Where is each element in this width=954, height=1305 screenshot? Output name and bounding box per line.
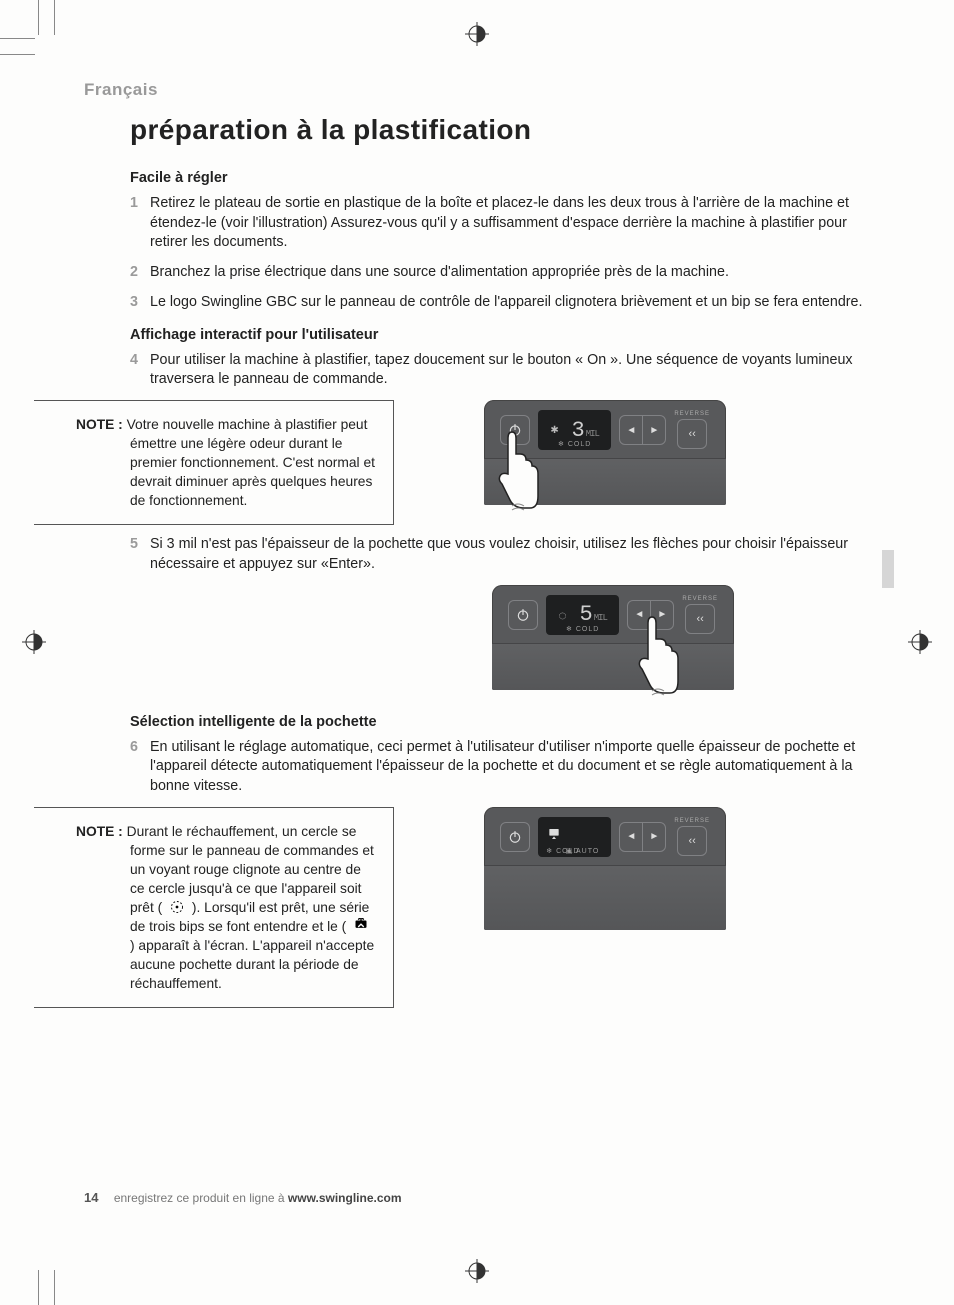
reverse-button: REVERSE ‹‹ — [674, 411, 710, 449]
page-footer: 14 enregistrez ce produit en ligne à www… — [84, 1190, 402, 1205]
display-screen: ❄ COLD ▣ AUTO — [538, 817, 611, 857]
insert-icon — [546, 827, 562, 846]
control-panel-illustration: ◌ 5MIL ❄ COLD ◄ ► REVERSE ‹‹ — [492, 585, 734, 690]
cold-label: ❄ COLD — [558, 440, 591, 448]
step-text: Branchez la prise électrique dans une so… — [150, 263, 884, 283]
registration-mark-icon — [908, 630, 932, 654]
crop-mark — [54, 1270, 55, 1305]
step-number: 4 — [130, 351, 150, 390]
step-text: Si 3 mil n'est pas l'épaisseur de la poc… — [150, 535, 884, 574]
list-item: 3 Le logo Swingline GBC sur le panneau d… — [130, 293, 884, 313]
power-button-icon — [500, 415, 530, 445]
list-item: 1 Retirez le plateau de sortie en plasti… — [130, 194, 884, 253]
note-panel-row: NOTE : Durant le réchauffement, un cercl… — [84, 807, 884, 1008]
arrow-buttons: ◄ ► — [619, 415, 666, 445]
control-panel-illustration: ✱ 3MIL ❄ COLD ◄ ► REVERSE ‹‹ — [484, 400, 726, 505]
step-text: Retirez le plateau de sortie en plastiqu… — [150, 194, 884, 253]
crop-mark — [54, 0, 55, 35]
mil-value: 3MIL — [572, 418, 599, 443]
crop-mark — [38, 1270, 39, 1305]
warmup-spinner-icon — [166, 899, 188, 915]
note-box: NOTE : Votre nouvelle machine à plastifi… — [34, 400, 394, 525]
ordered-list: 5 Si 3 mil n'est pas l'épaisseur de la p… — [130, 535, 884, 574]
page-content: Français préparation à la plastification… — [84, 80, 884, 1018]
step-text: En utilisant le réglage automatique, cec… — [150, 738, 884, 797]
section-heading: Sélection intelligente de la pochette — [130, 714, 884, 730]
crop-mark — [38, 0, 39, 35]
reverse-button: REVERSE ‹‹ — [682, 596, 718, 634]
reverse-icon: ‹‹ — [677, 419, 707, 449]
display-screen: ✱ 3MIL ❄ COLD — [538, 410, 611, 450]
display-screen: ◌ 5MIL ❄ COLD — [546, 595, 619, 635]
ready-insert-icon — [350, 918, 372, 934]
registration-mark-icon — [465, 1259, 489, 1283]
reverse-icon: ‹‹ — [685, 604, 715, 634]
section-heading: Facile à régler — [130, 170, 884, 186]
note-label: NOTE : — [76, 824, 123, 839]
crop-mark — [0, 54, 35, 55]
power-button-icon — [500, 822, 530, 852]
crop-mark — [0, 38, 35, 39]
step-number: 1 — [130, 194, 150, 253]
auto-label: ▣ AUTO — [566, 847, 600, 855]
registration-mark-icon — [465, 22, 489, 46]
note-label: NOTE : — [76, 417, 123, 432]
step-number: 5 — [130, 535, 150, 574]
step-text: Le logo Swingline GBC sur le panneau de … — [150, 293, 884, 313]
list-item: 6 En utilisant le réglage automatique, c… — [130, 738, 884, 797]
note-panel-row: NOTE : Votre nouvelle machine à plastifi… — [84, 400, 884, 525]
language-tab: Français — [84, 80, 884, 100]
cold-label: ❄ COLD — [566, 625, 599, 633]
list-item: 5 Si 3 mil n'est pas l'épaisseur de la p… — [130, 535, 884, 574]
footer-url: www.swingline.com — [288, 1191, 402, 1205]
reverse-icon: ‹‹ — [677, 826, 707, 856]
control-panel-illustration: ❄ COLD ▣ AUTO ◄ ► REVERSE ‹‹ — [484, 807, 726, 930]
arrow-left-icon: ◄ — [628, 601, 651, 629]
arrow-left-icon: ◄ — [620, 823, 643, 851]
page-number: 14 — [84, 1190, 98, 1205]
snowflake-icon: ✱ — [550, 425, 558, 436]
note-text: Votre nouvelle machine à plastifier peut… — [127, 417, 375, 508]
arrow-right-icon: ► — [643, 416, 665, 444]
step-number: 3 — [130, 293, 150, 313]
note-box: NOTE : Durant le réchauffement, un cercl… — [34, 807, 394, 1008]
step-text: Pour utiliser la machine à plastifier, t… — [150, 351, 884, 390]
power-button-icon — [508, 600, 538, 630]
page-title: préparation à la plastification — [130, 114, 884, 146]
arrow-buttons: ◄ ► — [627, 600, 674, 630]
arrow-right-icon: ► — [643, 823, 665, 851]
arrow-left-icon: ◄ — [620, 416, 643, 444]
ordered-list: 1 Retirez le plateau de sortie en plasti… — [130, 194, 884, 313]
step-number: 2 — [130, 263, 150, 283]
note-text: ) apparaît à l'écran. L'appareil n'accep… — [130, 938, 374, 991]
arrow-buttons: ◄ ► — [619, 822, 666, 852]
footer-text: enregistrez ce produit en ligne à — [114, 1191, 288, 1205]
arrow-right-icon: ► — [651, 601, 673, 629]
reverse-button: REVERSE ‹‹ — [674, 818, 710, 856]
step-number: 6 — [130, 738, 150, 797]
section-heading: Affichage interactif pour l'utilisateur — [130, 327, 884, 343]
mil-value: 5MIL — [580, 602, 607, 627]
list-item: 4 Pour utiliser la machine à plastifier,… — [130, 351, 884, 390]
ordered-list: 4 Pour utiliser la machine à plastifier,… — [130, 351, 884, 390]
list-item: 2 Branchez la prise électrique dans une … — [130, 263, 884, 283]
registration-mark-icon — [22, 630, 46, 654]
spinner-icon: ◌ — [558, 607, 566, 623]
ordered-list: 6 En utilisant le réglage automatique, c… — [130, 738, 884, 797]
panel-row: ◌ 5MIL ❄ COLD ◄ ► REVERSE ‹‹ — [84, 585, 734, 690]
